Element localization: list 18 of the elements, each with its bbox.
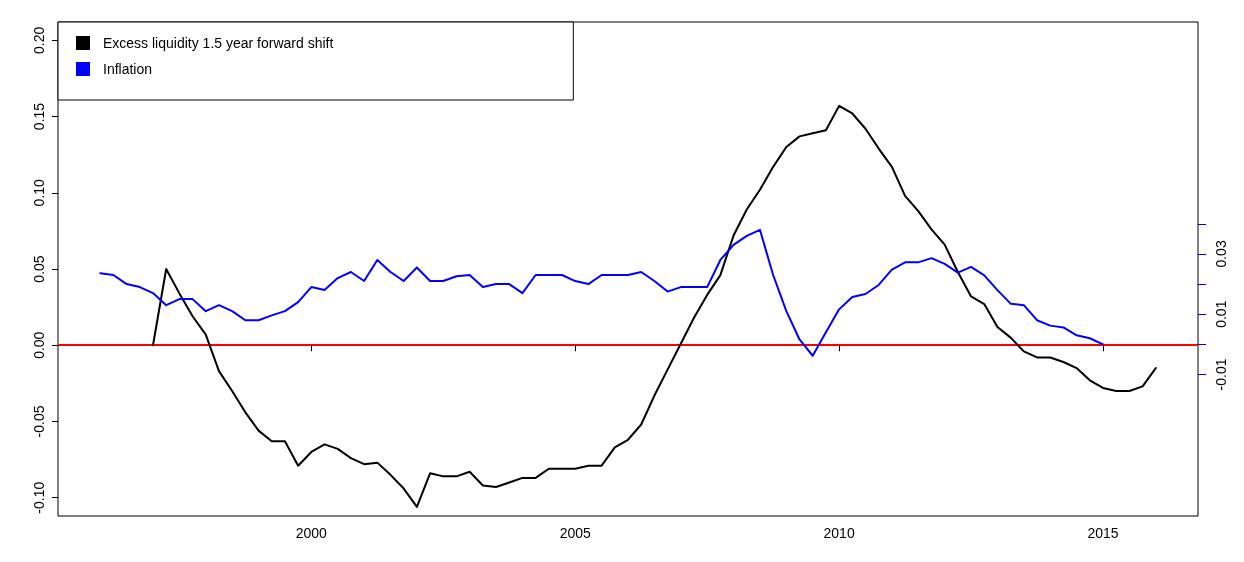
x-tick-label: 2005 bbox=[559, 525, 591, 541]
y-tick-label: -0.05 bbox=[31, 405, 47, 438]
y-tick-label: 0.00 bbox=[31, 331, 47, 359]
legend-label: Inflation bbox=[103, 61, 153, 77]
x-tick-label: 2000 bbox=[295, 525, 328, 541]
line-series bbox=[99, 228, 1104, 357]
y2-tick-label: 0.03 bbox=[1213, 240, 1229, 268]
y2-tick-label: 0.01 bbox=[1213, 300, 1229, 328]
x-tick-label: 2010 bbox=[823, 525, 855, 541]
x-tick-label: 2015 bbox=[1087, 525, 1119, 541]
y-tick-label: -0.10 bbox=[31, 481, 47, 514]
y-tick-label: 0.05 bbox=[31, 255, 47, 283]
y-tick-label: 0.10 bbox=[31, 178, 47, 207]
y2-tick-label: -0.01 bbox=[1213, 358, 1229, 391]
y-tick-label: 0.20 bbox=[31, 26, 47, 54]
line-series bbox=[152, 104, 1157, 508]
legend-label: Excess liquidity 1.5 year forward shift bbox=[103, 35, 334, 51]
y-tick-label: 0.15 bbox=[31, 102, 47, 131]
